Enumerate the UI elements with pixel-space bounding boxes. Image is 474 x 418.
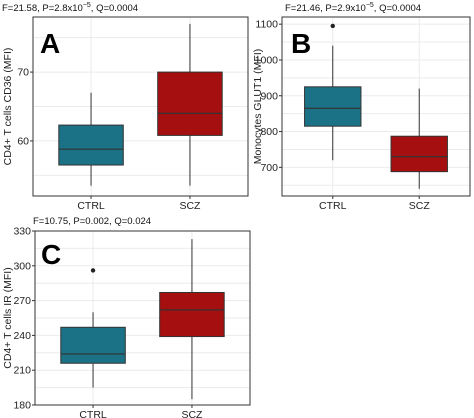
box-body: [60, 326, 126, 364]
box-scz: [390, 88, 448, 189]
y-tick-label: 700: [260, 162, 278, 174]
x-tick-label: CTRL: [79, 409, 107, 418]
x-tick-label: SCZ: [181, 409, 203, 418]
y-tick-label: 300: [13, 260, 31, 272]
stats-text: F=10.75, P=0.002, Q=0.024: [33, 216, 151, 227]
box-body: [157, 71, 223, 136]
y-axis-label: Monocytes GLUT1 (MFI): [252, 49, 264, 165]
box-ctrl: [58, 92, 124, 186]
y-tick-label: 330: [13, 226, 31, 238]
panel-c: F=10.75, P=0.002, Q=0.024 180 210 240 270 300…: [2, 216, 251, 418]
y-tick-label: 270: [13, 295, 31, 307]
plot-frame: [32, 16, 249, 197]
panel-letter: B: [291, 28, 311, 59]
y-tick-label: 60: [17, 135, 29, 147]
x-tick-label: SCZ: [179, 200, 201, 212]
box-body: [159, 291, 225, 338]
y-tick-label: 900: [260, 90, 278, 102]
panel-b: F=21.46, P=2.9x10−5, Q=0.0004 700 800 900 10…: [252, 2, 471, 212]
y-axis-label: CD4+ T cells CD36 (MFI): [2, 48, 14, 166]
outlier-point: [90, 268, 96, 273]
panel-letter: A: [40, 28, 60, 59]
box-ctrl: [60, 268, 126, 388]
outlier-point: [330, 23, 335, 29]
box-body: [390, 135, 448, 173]
box-ctrl: [304, 23, 362, 161]
panel-letter: C: [41, 239, 61, 270]
y-tick-label: 1100: [255, 19, 278, 31]
y-tick-label: 800: [260, 126, 278, 138]
stats-text: F=21.46, P=2.9x10−5, Q=0.0004: [285, 2, 421, 14]
plot-frame: [281, 16, 471, 197]
y-tick-label: 210: [13, 365, 31, 377]
y-tick-label: 240: [13, 330, 31, 342]
y-tick-label: 180: [13, 400, 31, 412]
x-tick-label: SCZ: [409, 200, 431, 212]
box-scz: [159, 239, 225, 400]
box-scz: [157, 23, 223, 186]
y-tick-label: 1000: [255, 54, 279, 66]
box-body: [58, 124, 124, 166]
x-tick-label: CTRL: [77, 200, 105, 212]
y-tick-label: 70: [17, 67, 29, 79]
y-axis-label: CD4+ T cells IR (MFI): [2, 267, 14, 368]
plot-frame: [34, 230, 251, 406]
panel-a: F=21.58, P=2.8x10−5, Q=0.0004 60 70 CTRL SCZ…: [2, 2, 249, 212]
box-body: [304, 86, 362, 127]
x-tick-label: CTRL: [319, 200, 347, 212]
stats-text: F=21.58, P=2.8x10−5, Q=0.0004: [2, 2, 138, 14]
